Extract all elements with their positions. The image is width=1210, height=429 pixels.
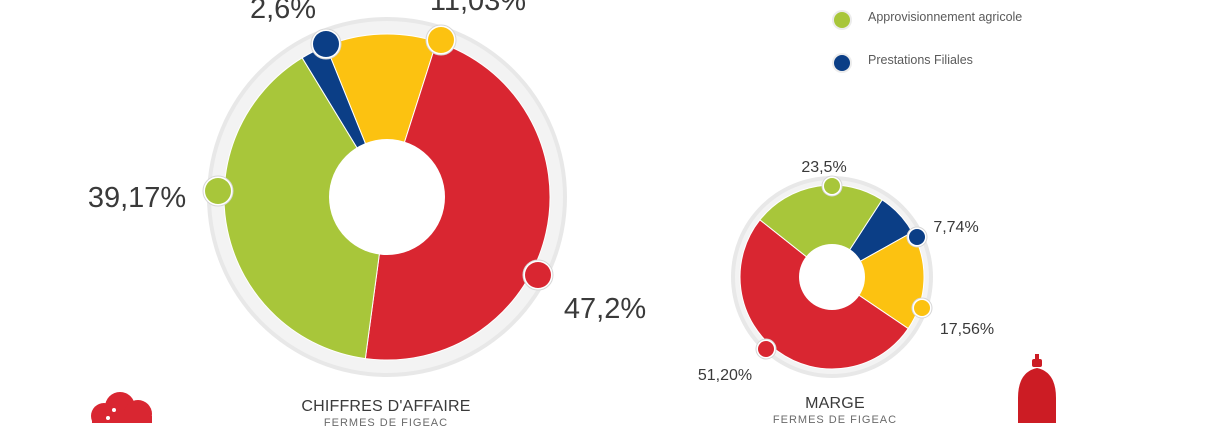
legend-dot-green bbox=[834, 12, 850, 28]
tree-icon bbox=[91, 392, 152, 423]
slice-value-label: 39,17% bbox=[88, 182, 186, 214]
legend-label: Prestations Filiales bbox=[868, 53, 973, 67]
slice-value-label: 7,74% bbox=[933, 219, 978, 236]
pie-slice-3 bbox=[759, 184, 883, 278]
slice-marker bbox=[758, 341, 774, 357]
slice-marker bbox=[824, 178, 840, 194]
slice-value-label: 51,20% bbox=[698, 367, 752, 384]
pie-slice-1 bbox=[364, 41, 551, 361]
slice-marker bbox=[205, 178, 231, 204]
pie-slice-2 bbox=[223, 57, 388, 360]
slice-value-label: 23,5% bbox=[801, 159, 846, 176]
chart-subtitle: FERMES DE FIGEAC bbox=[772, 414, 898, 426]
caption-chiffres: CHIFFRES D'AFFAIRE FERMES DE FIGEAC bbox=[286, 398, 486, 429]
slice-marker bbox=[313, 31, 339, 57]
donut-hole bbox=[329, 139, 445, 255]
church-dome-icon bbox=[1018, 354, 1056, 423]
caption-marge: MARGE FERMES DE FIGEAC bbox=[735, 395, 935, 426]
legend-dot-blue bbox=[834, 55, 850, 71]
chart-subtitle: FERMES DE FIGEAC bbox=[323, 417, 449, 429]
donut-hole bbox=[799, 244, 865, 310]
slice-value-label: 11,03% bbox=[430, 0, 526, 17]
slice-marker bbox=[909, 229, 925, 245]
slice-marker bbox=[914, 300, 930, 316]
chart-title: CHIFFRES D'AFFAIRE bbox=[301, 398, 471, 415]
slice-marker bbox=[428, 27, 454, 53]
chart-title: MARGE bbox=[805, 395, 865, 412]
legend-label: Approvisionnement agricole bbox=[868, 10, 1023, 24]
slice-value-label: 47,2% bbox=[564, 293, 646, 325]
slice-value-label: 2,6% bbox=[250, 0, 316, 25]
slice-marker bbox=[525, 262, 551, 288]
slice-value-label: 17,56% bbox=[940, 321, 994, 338]
